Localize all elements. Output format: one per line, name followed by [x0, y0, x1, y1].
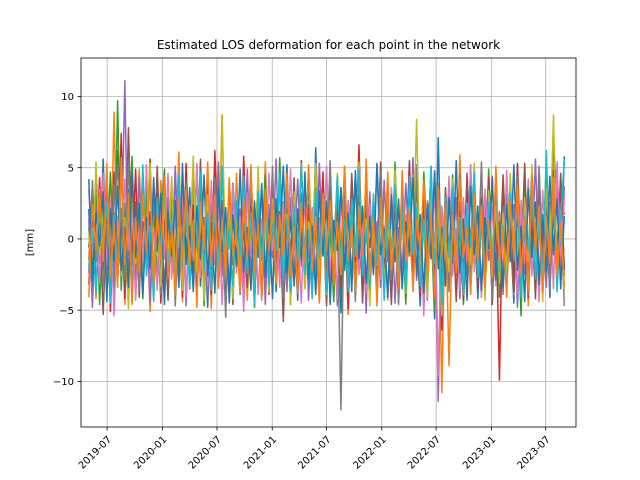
series-line	[88, 161, 566, 377]
y-axis-ticks: −10 −5 0 5 10	[53, 92, 81, 388]
plot-frame	[80, 57, 577, 428]
series-line	[88, 156, 566, 367]
y-tick-label: −5	[59, 306, 74, 317]
series-line	[88, 159, 566, 306]
y-tick-label: 10	[61, 92, 74, 103]
series-lines	[88, 80, 566, 411]
y-axis-title: [mm]	[25, 229, 36, 256]
y-tick-label: 5	[68, 163, 74, 174]
y-tick-label: 0	[68, 235, 74, 246]
chart-title: Estimated LOS deformation for each point…	[157, 38, 500, 52]
y-tick-label: −10	[53, 377, 74, 388]
